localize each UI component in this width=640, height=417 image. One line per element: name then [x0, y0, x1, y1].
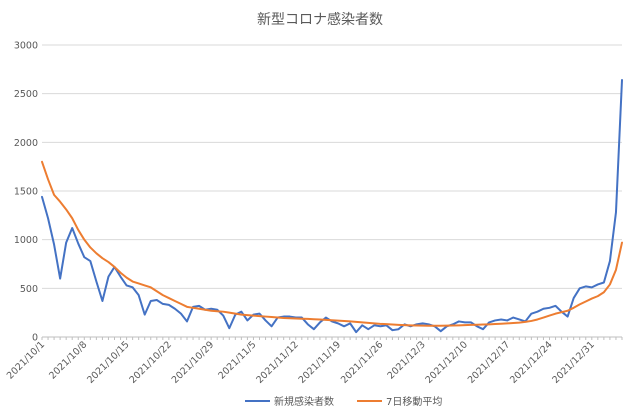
y-axis-tick-labels: 0 500 1000 1500 2000 2500 3000: [14, 41, 38, 344]
legend-label-new-cases: 新規感染者数: [274, 395, 334, 408]
series-line-moving-average: [41, 160, 623, 327]
chart-title: 新型コロナ感染者数: [257, 11, 383, 28]
x-tick-label: 2021/12/3: [386, 339, 428, 381]
x-tick-label: 2021/12/10: [424, 339, 471, 386]
series-line-new-cases: [41, 79, 623, 334]
x-tick-label: 2021/11/26: [339, 339, 386, 386]
y-tick-label: 2000: [14, 138, 38, 149]
x-tick-label: 2021/10/22: [127, 339, 174, 386]
x-tick-label: 2021/10/1: [5, 339, 47, 381]
x-tick-label: 2021/10/29: [170, 339, 217, 386]
x-tick-label: 2021/10/8: [47, 339, 89, 381]
y-tick-label: 0: [32, 333, 38, 344]
y-tick-label: 1000: [14, 235, 38, 246]
x-tick-label: 2021/12/17: [466, 339, 513, 386]
x-tick-label: 2021/12/31: [550, 339, 597, 386]
x-tick-label: 2021/12/24: [508, 339, 555, 386]
y-tick-label: 1500: [14, 187, 38, 198]
y-tick-label: 2500: [14, 89, 38, 100]
x-tick-label: 2021/11/12: [254, 339, 301, 386]
y-tick-label: 3000: [14, 41, 38, 52]
legend-label-moving-average: 7日移動平均: [386, 395, 442, 408]
x-tick-label: 2021/11/5: [216, 339, 258, 381]
legend: 新規感染者数 7日移動平均: [245, 395, 442, 408]
series-lines: [41, 79, 623, 334]
x-tick-label: 2021/10/15: [85, 339, 132, 386]
x-axis: 2021/10/1 2021/10/82021/10/152021/10/2220…: [5, 336, 623, 386]
gridlines: [42, 44, 622, 289]
x-tick-label: 2021/11/19: [297, 339, 344, 386]
y-tick-label: 500: [20, 284, 38, 295]
